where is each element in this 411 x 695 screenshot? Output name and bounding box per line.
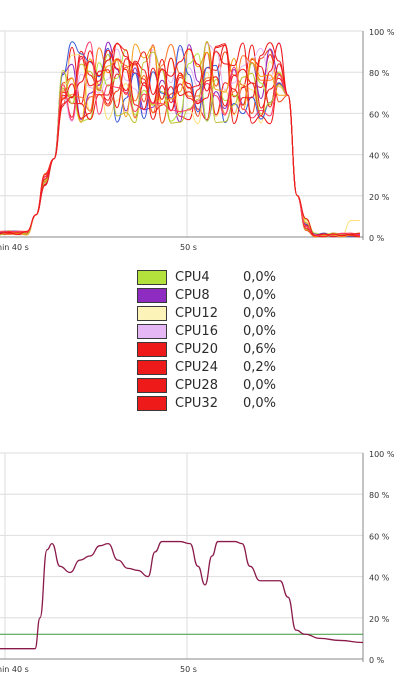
- cpu-legend: CPU4 0,0% CPU8 0,0% CPU12 0,0% CPU16 0,0…: [137, 268, 276, 412]
- cpu16-label: CPU16: [175, 323, 218, 339]
- legend-row-cpu20[interactable]: CPU20 0,6%: [137, 340, 276, 358]
- cpu-history-graph: 100 % 80 % 60 % 40 % 20 % 0 % nin 40 s 50 s: [0, 23, 411, 263]
- memory-y-tick-label: 80 %: [369, 491, 390, 500]
- cpu4-value: 0,0%: [243, 269, 277, 285]
- cpu-series-line: [0, 42, 361, 238]
- cpu28-label: CPU28: [175, 377, 218, 393]
- cpu4-label: CPU4: [175, 269, 210, 285]
- cpu12-color-swatch[interactable]: [137, 305, 167, 321]
- cpu20-color-swatch[interactable]: [137, 341, 167, 357]
- cpu24-color-swatch[interactable]: [137, 359, 167, 375]
- cpu-x-tick-label: 50 s: [180, 243, 197, 252]
- cpu24-label: CPU24: [175, 359, 218, 375]
- cpu12-value: 0,0%: [243, 305, 277, 321]
- memory-y-tick-label: 40 %: [369, 574, 390, 583]
- memory-y-tick-label: 0 %: [369, 656, 385, 665]
- cpu32-color-swatch[interactable]: [137, 395, 167, 411]
- cpu8-color-swatch[interactable]: [137, 287, 167, 303]
- legend-row-cpu12[interactable]: CPU12 0,0%: [137, 304, 276, 322]
- cpu8-value: 0,0%: [243, 287, 277, 303]
- cpu-y-tick-label: 100 %: [369, 28, 395, 37]
- cpu-series-line: [0, 41, 361, 238]
- cpu-series-line: [0, 40, 361, 238]
- memory-x-tick-label: nin 40 s: [0, 665, 29, 674]
- legend-row-cpu16[interactable]: CPU16 0,0%: [137, 322, 276, 340]
- memory-history-graph: 100 % 80 % 60 % 40 % 20 % 0 % nin 40 s 50 s: [0, 445, 411, 685]
- cpu20-label: CPU20: [175, 341, 218, 357]
- memory-y-tick-label: 60 %: [369, 532, 390, 541]
- cpu16-value: 0,0%: [243, 323, 277, 339]
- cpu16-color-swatch[interactable]: [137, 323, 167, 339]
- legend-row-cpu4[interactable]: CPU4 0,0%: [137, 268, 276, 286]
- cpu-y-tick-label: 20 %: [369, 193, 390, 202]
- memory-usage-line: [0, 540, 364, 650]
- cpu28-value: 0,0%: [243, 377, 277, 393]
- cpu-y-tick-label: 40 %: [369, 152, 390, 161]
- cpu20-value: 0,6%: [243, 341, 277, 357]
- legend-row-cpu32[interactable]: CPU32 0,0%: [137, 394, 276, 412]
- cpu8-label: CPU8: [175, 287, 210, 303]
- cpu4-color-swatch[interactable]: [137, 269, 167, 285]
- legend-row-cpu28[interactable]: CPU28 0,0%: [137, 376, 276, 394]
- cpu-series-line: [0, 41, 361, 238]
- cpu-history-chart: 100 % 80 % 60 % 40 % 20 % 0 % nin 40 s 50 s: [0, 28, 395, 252]
- memory-history-chart: 100 % 80 % 60 % 40 % 20 % 0 % nin 40 s 50 s: [0, 450, 395, 674]
- memory-y-tick-label: 100 %: [369, 450, 395, 459]
- cpu-series-line: [0, 49, 361, 238]
- cpu-series-line: [0, 41, 361, 238]
- cpu-y-tick-label: 60 %: [369, 110, 390, 119]
- cpu28-color-swatch[interactable]: [137, 377, 167, 393]
- cpu12-label: CPU12: [175, 305, 218, 321]
- cpu-series-line: [0, 41, 361, 237]
- legend-row-cpu8[interactable]: CPU8 0,0%: [137, 286, 276, 304]
- cpu-series-line: [0, 41, 361, 237]
- cpu-x-tick-label: nin 40 s: [0, 243, 29, 252]
- cpu-series-line: [0, 42, 361, 237]
- memory-y-tick-label: 20 %: [369, 615, 390, 624]
- memory-x-tick-label: 50 s: [180, 665, 197, 674]
- cpu24-value: 0,2%: [243, 359, 277, 375]
- cpu-y-tick-label: 80 %: [369, 69, 390, 78]
- cpu-y-tick-label: 0 %: [369, 234, 385, 243]
- cpu-series-line: [0, 53, 360, 237]
- cpu32-label: CPU32: [175, 395, 218, 411]
- legend-row-cpu24[interactable]: CPU24 0,2%: [137, 358, 276, 376]
- cpu32-value: 0,0%: [243, 395, 277, 411]
